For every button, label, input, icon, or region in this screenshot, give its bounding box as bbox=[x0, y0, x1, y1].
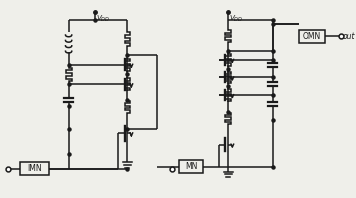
Text: OMN: OMN bbox=[303, 32, 321, 41]
Text: $V_{DD}$: $V_{DD}$ bbox=[96, 14, 111, 24]
Bar bbox=[299, 30, 325, 43]
Text: $V_{DD}$: $V_{DD}$ bbox=[229, 14, 244, 24]
Text: MN: MN bbox=[185, 162, 197, 171]
Bar bbox=[20, 162, 49, 175]
Bar bbox=[179, 160, 203, 173]
Text: out: out bbox=[343, 32, 356, 41]
Text: IMN: IMN bbox=[27, 164, 42, 173]
